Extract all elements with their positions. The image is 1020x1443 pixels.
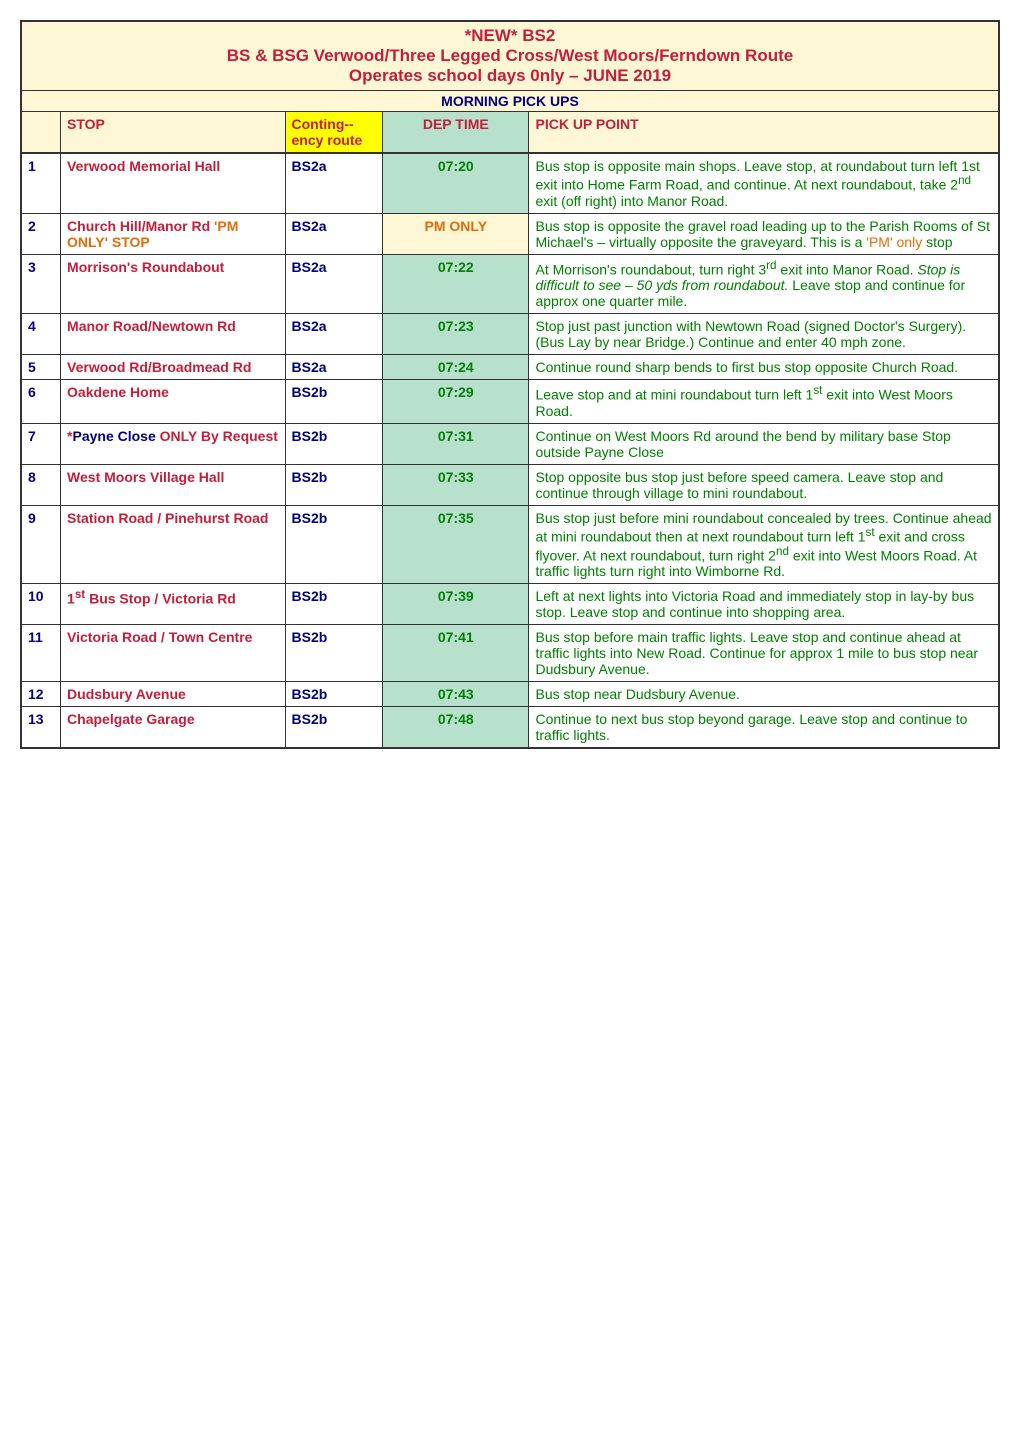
- header-stop: STOP: [61, 112, 285, 152]
- table-row: 12 Dudsbury Avenue BS2b 07:43 Bus stop n…: [22, 681, 998, 706]
- pick-up-point: Continue to next bus stop beyond garage.…: [529, 707, 997, 747]
- title-block: *NEW* BS2 BS & BSG Verwood/Three Legged …: [22, 22, 998, 90]
- row-number: 4: [22, 314, 61, 354]
- contingency-route: BS2b: [286, 424, 384, 464]
- departure-time: 07:22: [383, 255, 529, 314]
- rows-container: 1 Verwood Memorial Hall BS2a 07:20 Bus s…: [22, 153, 998, 747]
- stop-name: 1st Bus Stop / Victoria Rd: [61, 584, 285, 624]
- schedule-table: *NEW* BS2 BS & BSG Verwood/Three Legged …: [20, 20, 1000, 749]
- header-contingency: Conting--ency route: [286, 112, 384, 152]
- pick-up-point: Bus stop just before mini roundabout con…: [529, 506, 997, 583]
- row-number: 13: [22, 707, 61, 747]
- table-row: 5 Verwood Rd/Broadmead Rd BS2a 07:24 Con…: [22, 354, 998, 379]
- table-row: 1 Verwood Memorial Hall BS2a 07:20 Bus s…: [22, 153, 998, 213]
- departure-time: 07:24: [383, 355, 529, 379]
- pick-up-point: Leave stop and at mini roundabout turn l…: [529, 380, 997, 423]
- stop-name: Dudsbury Avenue: [61, 682, 285, 706]
- pick-up-point: Bus stop before main traffic lights. Lea…: [529, 625, 997, 681]
- header-pick-up: PICK UP POINT: [529, 112, 997, 152]
- departure-time: 07:39: [383, 584, 529, 624]
- table-row: 13 Chapelgate Garage BS2b 07:48 Continue…: [22, 706, 998, 747]
- row-number: 9: [22, 506, 61, 583]
- header-dep-time: DEP TIME: [383, 112, 529, 152]
- departure-time: 07:31: [383, 424, 529, 464]
- contingency-route: BS2a: [286, 355, 384, 379]
- contingency-route: BS2a: [286, 214, 384, 254]
- table-row: 7 *Payne Close ONLY By Request BS2b 07:3…: [22, 423, 998, 464]
- table-row: 10 1st Bus Stop / Victoria Rd BS2b 07:39…: [22, 583, 998, 624]
- contingency-route: BS2b: [286, 506, 384, 583]
- row-number: 3: [22, 255, 61, 314]
- contingency-route: BS2b: [286, 707, 384, 747]
- stop-name: Morrison's Roundabout: [61, 255, 285, 314]
- contingency-route: BS2a: [286, 314, 384, 354]
- pick-up-point: Bus stop is opposite the gravel road lea…: [529, 214, 997, 254]
- row-number: 11: [22, 625, 61, 681]
- table-row: 4 Manor Road/Newtown Rd BS2a 07:23 Stop …: [22, 313, 998, 354]
- pick-up-point: Left at next lights into Victoria Road a…: [529, 584, 997, 624]
- pick-up-point: Stop opposite bus stop just before speed…: [529, 465, 997, 505]
- table-row: 11 Victoria Road / Town Centre BS2b 07:4…: [22, 624, 998, 681]
- departure-time: 07:43: [383, 682, 529, 706]
- stop-name: West Moors Village Hall: [61, 465, 285, 505]
- stop-name: Manor Road/Newtown Rd: [61, 314, 285, 354]
- departure-time: 07:48: [383, 707, 529, 747]
- departure-time: 07:35: [383, 506, 529, 583]
- pick-up-point: Stop just past junction with Newtown Roa…: [529, 314, 997, 354]
- pick-up-point: At Morrison's roundabout, turn right 3rd…: [529, 255, 997, 314]
- row-number: 7: [22, 424, 61, 464]
- stop-name: Victoria Road / Town Centre: [61, 625, 285, 681]
- contingency-route: BS2a: [286, 255, 384, 314]
- morning-header: MORNING PICK UPS: [22, 90, 998, 111]
- row-number: 6: [22, 380, 61, 423]
- stop-name: *Payne Close ONLY By Request: [61, 424, 285, 464]
- contingency-route: BS2b: [286, 465, 384, 505]
- stop-name: Oakdene Home: [61, 380, 285, 423]
- row-number: 12: [22, 682, 61, 706]
- stop-name: Church Hill/Manor Rd 'PM ONLY' STOP: [61, 214, 285, 254]
- stop-name: Verwood Memorial Hall: [61, 154, 285, 213]
- departure-time: 07:33: [383, 465, 529, 505]
- contingency-route: BS2b: [286, 625, 384, 681]
- contingency-route: BS2b: [286, 380, 384, 423]
- contingency-route: BS2b: [286, 682, 384, 706]
- table-row: 8 West Moors Village Hall BS2b 07:33 Sto…: [22, 464, 998, 505]
- stop-name: Verwood Rd/Broadmead Rd: [61, 355, 285, 379]
- title-line-2: BS & BSG Verwood/Three Legged Cross/West…: [28, 46, 992, 66]
- row-number: 2: [22, 214, 61, 254]
- title-line-3: Operates school days 0nly – JUNE 2019: [28, 66, 992, 86]
- title-line-1: *NEW* BS2: [28, 26, 992, 46]
- row-number: 10: [22, 584, 61, 624]
- departure-time: 07:29: [383, 380, 529, 423]
- contingency-route: BS2b: [286, 584, 384, 624]
- pick-up-point: Bus stop near Dudsbury Avenue.: [529, 682, 997, 706]
- table-row: 2 Church Hill/Manor Rd 'PM ONLY' STOP BS…: [22, 213, 998, 254]
- pick-up-point: Continue round sharp bends to first bus …: [529, 355, 997, 379]
- contingency-route: BS2a: [286, 154, 384, 213]
- row-number: 8: [22, 465, 61, 505]
- stop-name: Chapelgate Garage: [61, 707, 285, 747]
- pick-up-point: Continue on West Moors Rd around the ben…: [529, 424, 997, 464]
- stop-name: Station Road / Pinehurst Road: [61, 506, 285, 583]
- departure-time: 07:41: [383, 625, 529, 681]
- row-number: 5: [22, 355, 61, 379]
- departure-time: 07:20: [383, 154, 529, 213]
- departure-time: PM ONLY: [383, 214, 529, 254]
- pick-up-point: Bus stop is opposite main shops. Leave s…: [529, 154, 997, 213]
- table-row: 3 Morrison's Roundabout BS2a 07:22 At Mo…: [22, 254, 998, 314]
- departure-time: 07:23: [383, 314, 529, 354]
- row-number: 1: [22, 154, 61, 213]
- table-row: 6 Oakdene Home BS2b 07:29 Leave stop and…: [22, 379, 998, 423]
- table-row: 9 Station Road / Pinehurst Road BS2b 07:…: [22, 505, 998, 583]
- column-headers: STOP Conting--ency route DEP TIME PICK U…: [22, 111, 998, 153]
